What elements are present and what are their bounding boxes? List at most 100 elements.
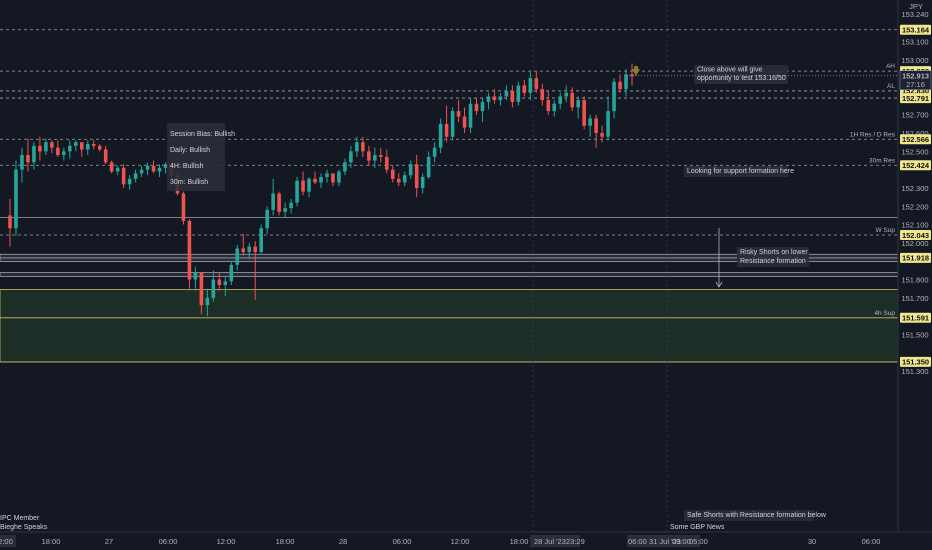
level-price-tag-label: 152.791 <box>902 94 929 103</box>
candle-body <box>552 104 556 111</box>
time-tick-label: 18:00 <box>276 537 295 546</box>
time-scale[interactable]: 18:00 27 06:00 12:00 18:00 28 06:00 12:00 18:00 3… <box>0 532 932 550</box>
candle-body <box>409 164 413 175</box>
price-tick-label: 151.800 <box>901 276 928 285</box>
safe-shorts-note-line: Safe Shorts with Resistance formation be… <box>687 512 827 519</box>
time-tick-label: 06:00 <box>862 537 881 546</box>
candle <box>86 140 90 155</box>
candle-body <box>582 100 586 126</box>
candle <box>235 245 239 271</box>
level-price-tag-label: 151.918 <box>902 254 929 263</box>
candle <box>98 144 102 151</box>
candle-body <box>56 148 60 155</box>
candle-body <box>529 78 533 93</box>
price-tick-label: 151.700 <box>901 294 928 303</box>
price-tick-label: 153.000 <box>901 56 928 65</box>
candle-body <box>26 155 30 162</box>
candle <box>44 139 48 155</box>
time-highlight-label: 06:00 <box>628 537 647 546</box>
candle <box>20 148 24 183</box>
candle-body <box>469 104 473 128</box>
candle-body <box>122 168 126 184</box>
candle <box>289 199 293 214</box>
candle-body <box>14 170 18 229</box>
candle <box>26 139 30 172</box>
gold-arrow-stem-icon <box>634 66 638 70</box>
session-bias-box-line: 4H: Bullish <box>170 163 204 170</box>
safe-shorts-note: Safe Shorts with Resistance formation be… <box>684 510 827 521</box>
candle <box>403 172 407 187</box>
candle <box>283 203 287 218</box>
candle-body <box>397 179 401 183</box>
candle-body <box>212 280 216 298</box>
candle-body <box>546 100 550 111</box>
candle-body <box>439 124 443 148</box>
candle <box>325 170 329 183</box>
candle-body <box>379 155 383 157</box>
risky-shorts-note-line: Risky Shorts on lower <box>740 249 808 256</box>
candle-body <box>361 142 365 151</box>
time-tick-label: 28 <box>339 537 347 546</box>
candle <box>576 96 580 118</box>
candle-body <box>241 248 245 252</box>
candle <box>158 164 162 177</box>
time-tick-label: 27 <box>105 537 113 546</box>
candle-body <box>493 96 497 100</box>
countdown-label: 27:16 <box>906 80 925 89</box>
candle-body <box>499 96 503 100</box>
candle <box>68 140 72 158</box>
support-note: Looking for support formation here <box>684 166 794 177</box>
candle <box>564 85 568 101</box>
candle <box>56 140 60 156</box>
candle-body <box>540 89 544 100</box>
candle-body <box>98 146 102 150</box>
level-name-label: W Sup <box>875 227 895 234</box>
candle <box>630 63 634 85</box>
candle-body <box>182 193 186 220</box>
candle-body <box>612 82 616 111</box>
price-tick-label: 152.300 <box>901 184 928 193</box>
candle <box>535 71 539 93</box>
candle-body <box>319 177 323 182</box>
candle-body <box>164 164 168 168</box>
candle <box>104 146 108 164</box>
candle-body <box>355 142 359 151</box>
session-bias-box-line: 30m: Bullish <box>170 179 208 186</box>
candle-body <box>606 111 610 137</box>
candle <box>188 219 192 289</box>
price-tick-label: 152.700 <box>901 111 928 120</box>
candle-body <box>253 247 257 252</box>
candle <box>116 166 120 175</box>
candle <box>122 164 126 188</box>
candle <box>558 93 562 109</box>
candle-body <box>152 166 156 171</box>
candle <box>511 85 515 107</box>
price-tick-label: 153.100 <box>901 38 928 47</box>
time-tick-label: 18:00 <box>42 537 61 546</box>
candle <box>379 148 383 163</box>
candle-body <box>325 173 329 177</box>
candle <box>523 80 527 96</box>
candle <box>134 170 138 183</box>
candle-body <box>313 179 317 183</box>
candle <box>463 107 467 133</box>
current-price-label: 152.913 <box>902 72 929 81</box>
candle-body <box>8 215 12 228</box>
candle-body <box>624 74 628 89</box>
candle-body <box>229 265 233 281</box>
candle-body <box>331 173 335 182</box>
candle <box>457 100 461 122</box>
candle-body <box>523 85 527 92</box>
candle-body <box>283 208 287 212</box>
candle <box>265 206 269 233</box>
candle-body <box>271 193 275 209</box>
candle <box>618 74 622 92</box>
candle-body <box>301 181 305 192</box>
candle <box>301 172 305 196</box>
candle-body <box>445 124 449 137</box>
candle-body <box>421 177 425 188</box>
candle <box>367 146 371 166</box>
candle-body <box>391 170 395 179</box>
candle-body <box>224 281 228 285</box>
